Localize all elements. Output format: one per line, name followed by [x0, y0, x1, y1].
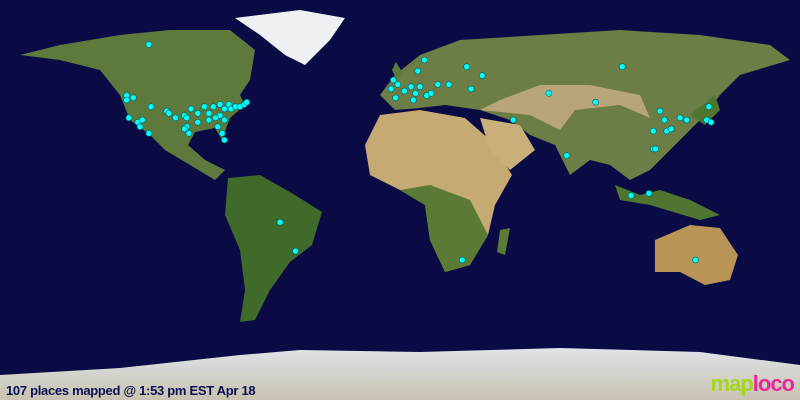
place-marker[interactable] [467, 85, 475, 93]
place-marker[interactable] [221, 116, 228, 124]
place-marker[interactable] [434, 81, 442, 88]
place-marker[interactable] [194, 118, 202, 126]
logo-part-map: map [710, 371, 754, 396]
place-marker[interactable] [652, 145, 659, 153]
place-marker[interactable] [414, 67, 422, 75]
place-marker[interactable] [416, 83, 424, 90]
place-marker[interactable] [705, 103, 713, 110]
place-marker[interactable] [214, 123, 222, 130]
places-mapped-caption: 107 places mapped @ 1:53 pm EST Apr 18 [6, 383, 256, 398]
place-marker[interactable] [165, 110, 173, 117]
place-marker[interactable] [194, 110, 202, 117]
place-marker[interactable] [683, 116, 690, 124]
place-marker[interactable] [205, 116, 213, 124]
place-marker[interactable] [292, 247, 299, 255]
place-marker[interactable] [650, 127, 657, 135]
place-marker[interactable] [212, 114, 219, 122]
place-marker[interactable] [172, 114, 179, 122]
place-marker[interactable] [661, 116, 668, 124]
place-marker[interactable] [218, 130, 226, 137]
place-marker[interactable] [401, 87, 408, 95]
place-marker[interactable] [392, 94, 399, 102]
maploco-logo[interactable]: maploco [710, 371, 795, 397]
place-marker[interactable] [145, 130, 153, 137]
place-marker[interactable] [656, 107, 664, 115]
place-marker[interactable] [676, 114, 684, 122]
antarctica [0, 348, 800, 400]
place-marker[interactable] [478, 72, 486, 79]
place-marker[interactable] [221, 105, 228, 113]
place-marker[interactable] [427, 90, 435, 97]
place-marker[interactable] [645, 190, 653, 197]
place-marker[interactable] [221, 136, 228, 144]
place-marker[interactable] [147, 103, 155, 110]
logo-part-loco: loco [752, 371, 795, 396]
place-marker[interactable] [125, 114, 133, 122]
place-marker[interactable] [412, 90, 419, 97]
place-marker[interactable] [181, 125, 188, 133]
place-marker[interactable] [243, 98, 250, 106]
place-marker[interactable] [183, 114, 190, 122]
place-marker[interactable] [390, 76, 397, 84]
north-america [20, 30, 255, 180]
place-markers [123, 41, 715, 264]
place-marker[interactable] [145, 41, 153, 48]
place-marker[interactable] [410, 96, 417, 104]
place-marker[interactable] [205, 110, 213, 117]
south-america [225, 175, 322, 322]
place-marker[interactable] [216, 101, 224, 108]
place-marker[interactable] [667, 125, 675, 133]
place-marker[interactable] [387, 85, 395, 93]
place-marker[interactable] [692, 256, 699, 264]
place-marker[interactable] [445, 81, 453, 88]
place-marker[interactable] [463, 63, 470, 70]
place-marker[interactable] [407, 83, 415, 90]
place-marker[interactable] [123, 96, 130, 104]
australia [655, 225, 738, 285]
place-marker[interactable] [136, 123, 144, 130]
place-marker[interactable] [138, 116, 146, 124]
place-marker[interactable] [592, 98, 599, 106]
place-marker[interactable] [563, 152, 570, 159]
eurasia [380, 30, 790, 180]
place-marker[interactable] [394, 81, 402, 88]
islands [615, 95, 720, 220]
place-marker[interactable] [707, 118, 715, 126]
greenland [235, 10, 345, 65]
place-marker[interactable] [187, 105, 195, 113]
place-marker[interactable] [510, 116, 517, 124]
place-marker[interactable] [201, 103, 208, 110]
place-marker[interactable] [545, 90, 553, 97]
place-marker[interactable] [627, 192, 635, 199]
place-marker[interactable] [618, 63, 626, 70]
place-marker[interactable] [276, 218, 284, 226]
place-marker[interactable] [210, 103, 217, 110]
place-marker[interactable] [421, 56, 428, 64]
place-marker[interactable] [458, 256, 466, 264]
place-marker[interactable] [130, 94, 137, 102]
place-marker[interactable] [185, 130, 193, 137]
africa [365, 110, 512, 272]
